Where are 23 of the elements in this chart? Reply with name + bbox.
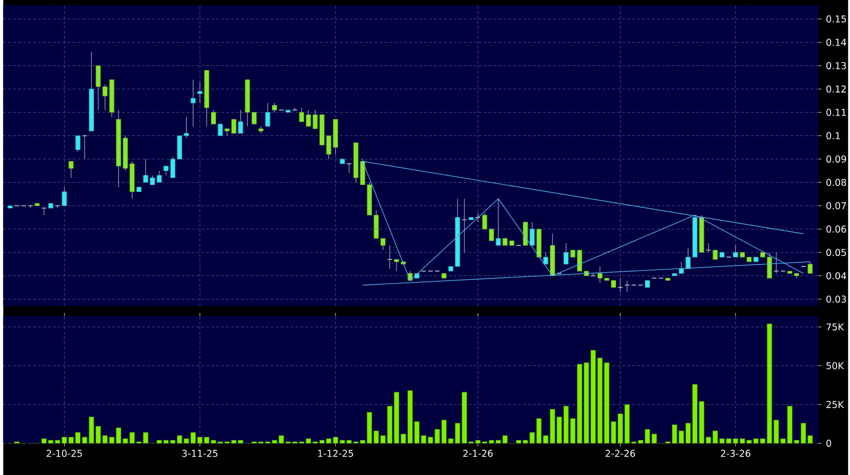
x-tick-label: 2-10-25 bbox=[46, 450, 82, 457]
y-tick-label: 0.08 bbox=[826, 178, 846, 186]
x-tick-label: 3-11-25 bbox=[182, 450, 218, 457]
x-tick-label: 2-2-26 bbox=[606, 450, 636, 457]
x-tick-label: 2-3-26 bbox=[720, 450, 750, 457]
y-tick-label: 0 bbox=[826, 440, 832, 447]
y-tick-label: 25K bbox=[826, 400, 844, 408]
y-tick-label: 50K bbox=[826, 362, 844, 370]
x-tick-label: 2-1-26 bbox=[463, 450, 493, 457]
y-tick-label: 0.14 bbox=[826, 38, 846, 46]
y-tick-label: 0.15 bbox=[826, 15, 846, 22]
y-tick-label: 0.12 bbox=[826, 85, 846, 93]
x-tick-label: 1-12-25 bbox=[318, 450, 354, 457]
y-tick-label: 0.1 bbox=[826, 132, 840, 140]
y-tick-label: 75K bbox=[826, 323, 844, 330]
y-tick-label: 0.09 bbox=[826, 155, 846, 163]
y-tick-label: 0.07 bbox=[826, 202, 846, 210]
y-tick-label: 0.13 bbox=[826, 62, 846, 70]
y-tick-label: 0.06 bbox=[826, 225, 846, 233]
y-tick-label: 0.04 bbox=[826, 272, 846, 280]
y-tick-label: 0.11 bbox=[826, 108, 846, 116]
y-tick-label: 0.05 bbox=[826, 248, 846, 256]
y-tick-label: 0.03 bbox=[826, 296, 846, 303]
